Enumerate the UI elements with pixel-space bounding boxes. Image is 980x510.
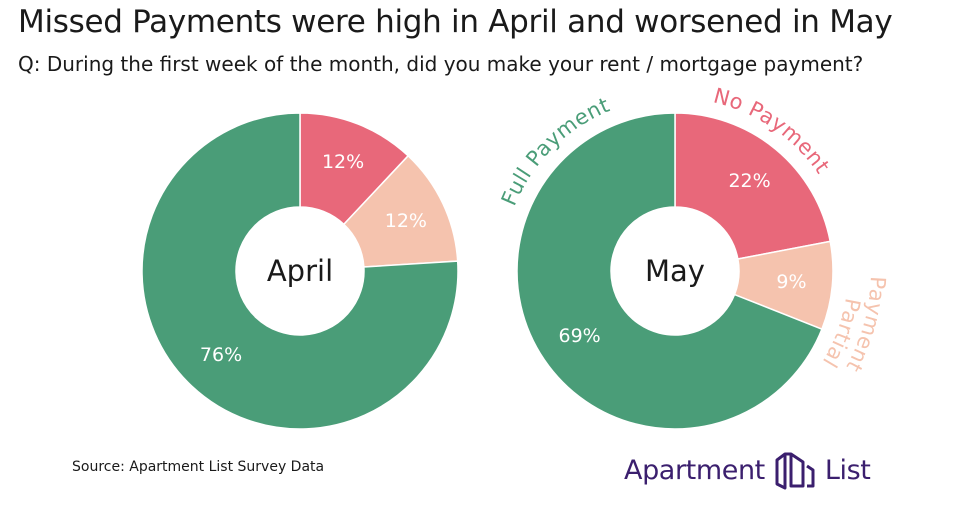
- april-slice-full-payment: [141, 112, 459, 430]
- logo-word-right: List: [824, 454, 871, 486]
- april-label-no-payment: 12%: [322, 151, 364, 173]
- source-note: Source: Apartment List Survey Data: [72, 459, 325, 475]
- may-label-no-payment: 22%: [728, 170, 770, 192]
- logo-word-left: Apartment: [624, 454, 765, 486]
- apartment-list-logo-icon: [775, 452, 815, 490]
- apartment-list-logo: Apartment List: [624, 446, 871, 494]
- may-label-full-payment: 69%: [558, 325, 600, 347]
- may-center-label: May: [645, 254, 705, 288]
- may-label-partial-payment: 9%: [776, 271, 806, 293]
- chart-subtitle: Q: During the first week of the month, d…: [18, 52, 864, 76]
- april-label-partial-payment: 12%: [385, 210, 427, 232]
- chart-title: Missed Payments were high in April and w…: [18, 4, 893, 40]
- april-label-full-payment: 76%: [200, 344, 242, 366]
- may-slice-no-payment: [674, 112, 832, 260]
- april-center-label: April: [267, 254, 333, 288]
- may-slice-full-payment: [516, 112, 823, 430]
